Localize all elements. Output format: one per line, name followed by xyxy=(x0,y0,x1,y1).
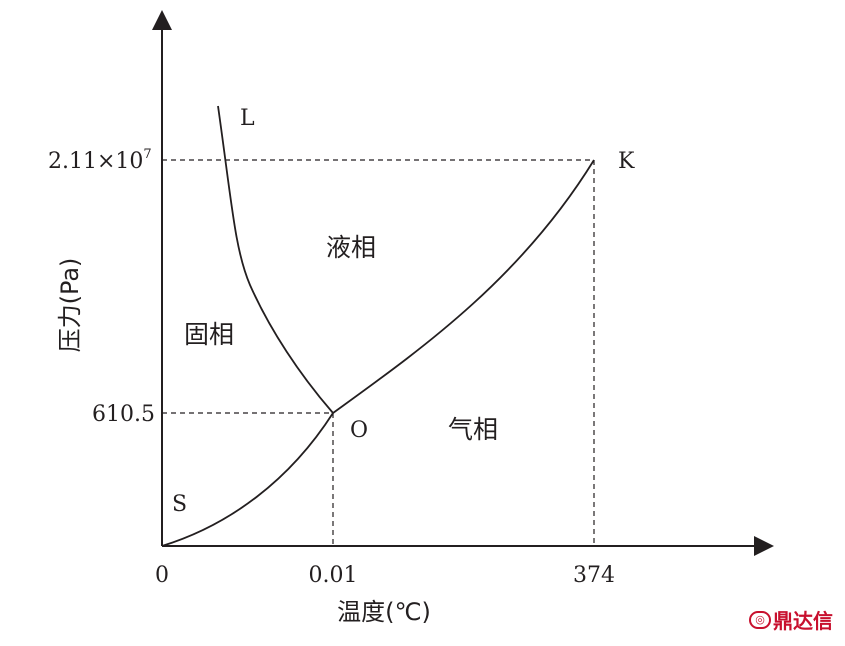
point-O-label: O xyxy=(350,418,368,443)
point-L-label: L xyxy=(240,106,255,131)
y-axis-title: 压力(Pa) xyxy=(56,258,84,353)
watermark: ◎ 鼎达信 xyxy=(749,605,833,634)
region-gas-label: 气相 xyxy=(448,415,498,444)
x-tick-374: 374 xyxy=(573,563,615,588)
melting-curve-OL xyxy=(217,105,334,414)
region-liquid-label: 液相 xyxy=(326,233,376,262)
point-K-label: K xyxy=(618,149,635,174)
sublimation-curve-OS xyxy=(161,412,334,547)
y-tick-triple-pressure: 610.5 xyxy=(92,402,155,427)
x-tick-0: 0 xyxy=(155,563,169,588)
vaporization-curve-OK xyxy=(332,159,595,414)
point-S-label: S xyxy=(172,492,187,517)
watermark-text: 鼎达信 xyxy=(773,609,833,633)
y-tick-critical-pressure: 2.11×107 xyxy=(48,147,152,174)
region-solid-label: 固相 xyxy=(184,320,234,349)
x-axis-title: 温度(℃) xyxy=(337,598,431,626)
ring-logo-icon: ◎ xyxy=(749,610,771,629)
x-tick-0-01: 0.01 xyxy=(309,563,358,588)
